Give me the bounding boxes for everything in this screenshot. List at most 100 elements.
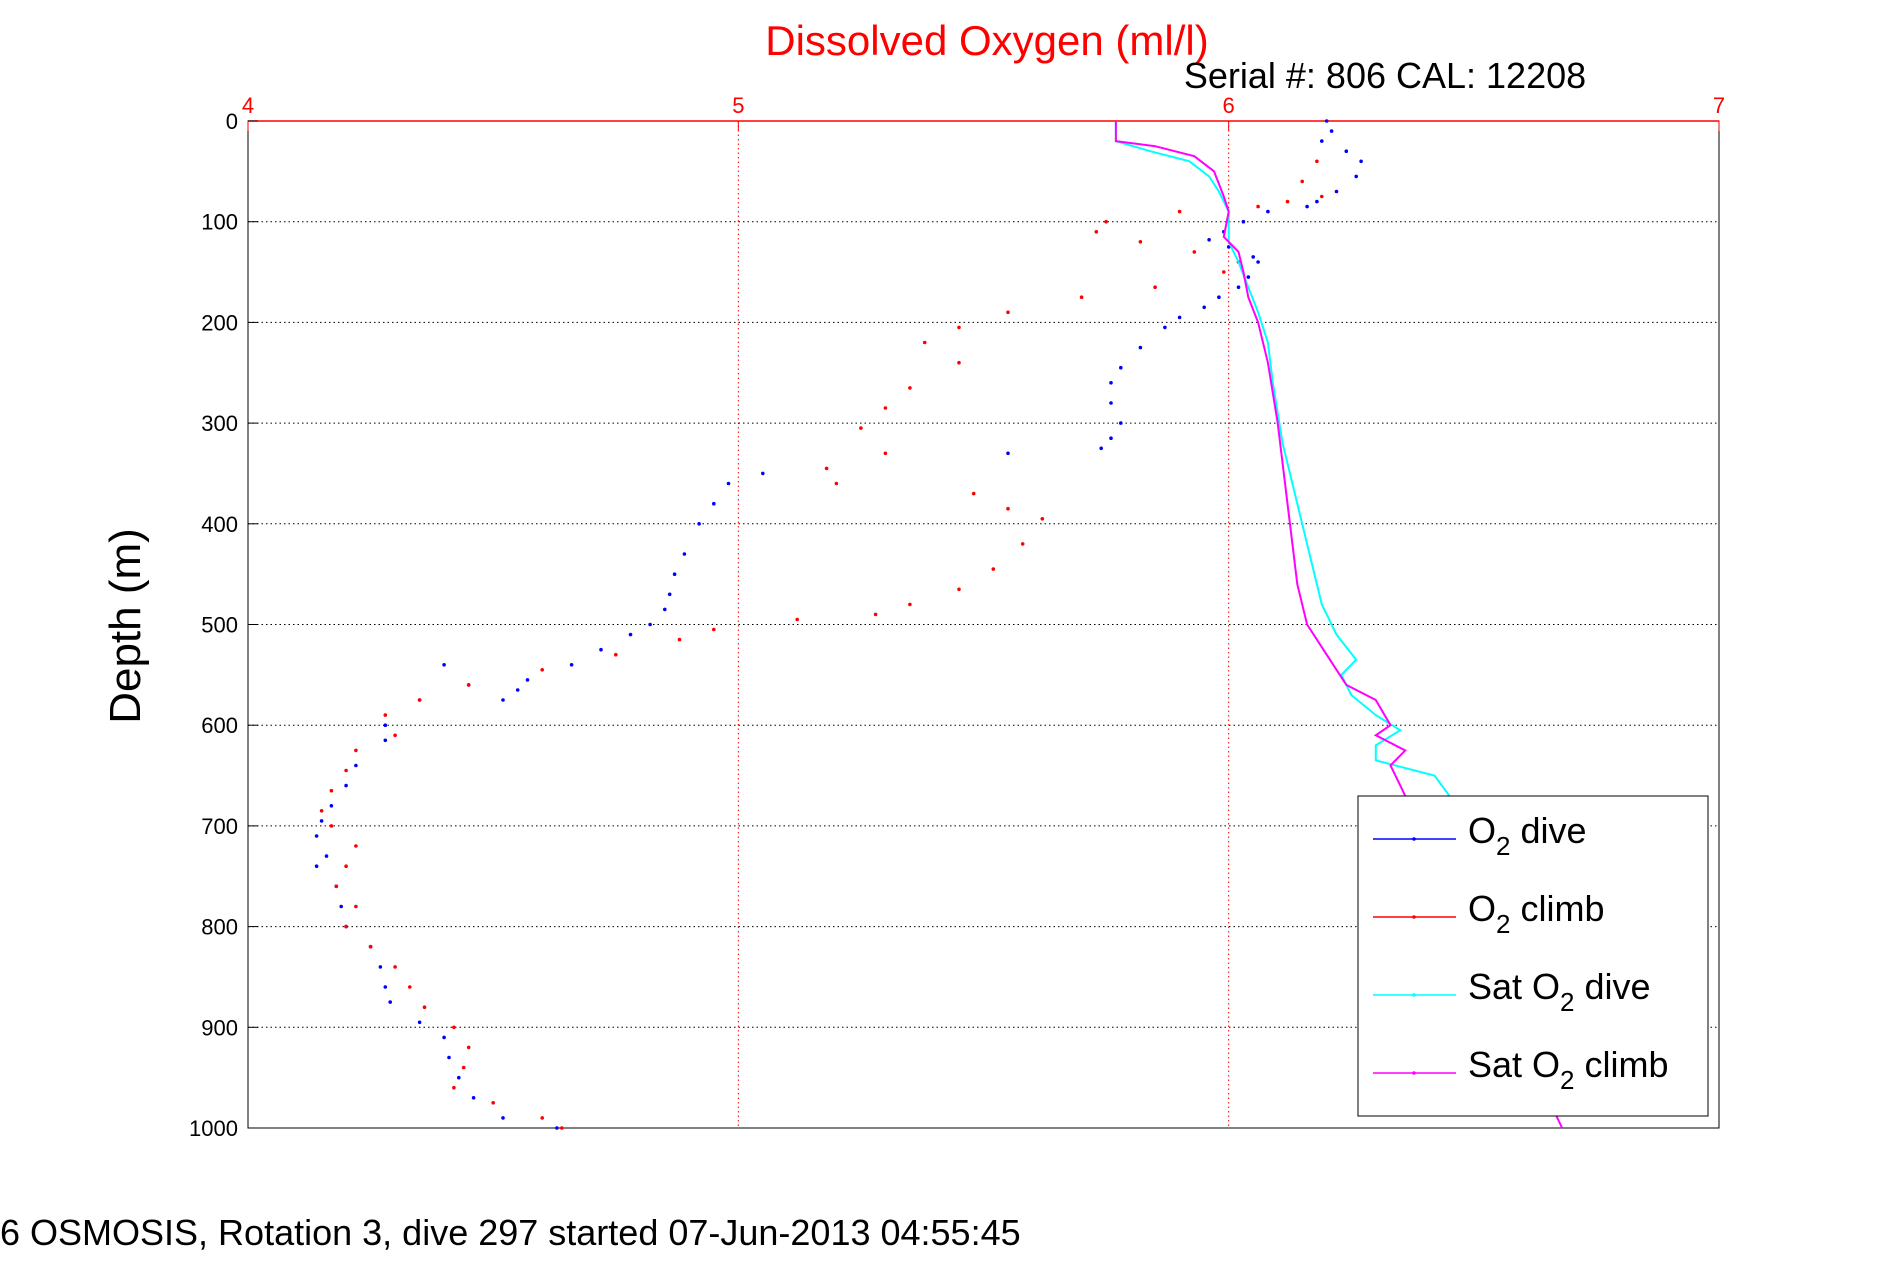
data-point-o2_dive xyxy=(457,1075,461,1080)
y-tick-label: 700 xyxy=(201,814,238,839)
y-tick-label: 400 xyxy=(201,512,238,537)
y-tick-label: 600 xyxy=(201,713,238,738)
data-point-o2_dive xyxy=(501,1116,505,1120)
data-point-o2_climb xyxy=(334,884,339,889)
data-point-o2_dive xyxy=(1119,421,1123,425)
data-point-o2_climb xyxy=(971,491,976,496)
data-point-o2_climb xyxy=(452,1085,456,1090)
data-point-o2_climb xyxy=(344,924,348,929)
data-point-o2_dive xyxy=(697,522,701,526)
x-tick-label: 4 xyxy=(242,93,254,118)
data-point-o2_climb xyxy=(859,426,863,430)
data-point-o2_climb xyxy=(712,627,716,632)
data-point-o2_climb xyxy=(834,481,839,486)
data-point-o2_climb xyxy=(354,748,358,753)
data-point-o2_climb xyxy=(393,733,397,738)
data-point-o2_dive xyxy=(1006,451,1010,456)
data-point-o2_dive xyxy=(329,804,334,808)
y-tick-label: 200 xyxy=(201,310,238,335)
data-point-o2_climb xyxy=(1006,506,1010,511)
data-point-o2_dive xyxy=(1236,285,1241,290)
data-point-o2_dive xyxy=(319,819,324,823)
data-point-o2_climb xyxy=(1192,250,1197,254)
series-o2_climb xyxy=(319,159,1324,1130)
data-point-o2_dive xyxy=(1119,365,1123,370)
data-point-o2_climb xyxy=(540,1116,544,1120)
data-point-o2_climb xyxy=(1094,230,1099,234)
data-point-o2_dive xyxy=(569,663,574,667)
y-tick-label: 1000 xyxy=(189,1116,238,1141)
data-point-o2_dive xyxy=(1246,275,1251,279)
data-point-o2_climb xyxy=(1315,159,1319,164)
data-point-o2_dive xyxy=(1329,129,1334,133)
data-point-o2_dive xyxy=(383,738,388,743)
data-point-o2_dive xyxy=(383,723,388,727)
plot-area: 4 5 6 7 0 100 200 300 400 500 600 700 800 900 1000 xyxy=(189,93,1725,1141)
data-point-o2_dive xyxy=(1226,245,1231,249)
data-point-o2_dive xyxy=(501,698,505,702)
x-tick-label: 6 xyxy=(1223,93,1235,118)
data-point-o2_dive xyxy=(1241,219,1246,224)
data-point-o2_climb xyxy=(354,844,358,848)
data-point-o2_climb xyxy=(393,965,397,969)
data-point-o2_dive xyxy=(599,647,603,652)
data-point-o2_climb xyxy=(466,1045,471,1050)
data-point-o2_climb xyxy=(957,325,961,330)
data-point-o2_dive xyxy=(378,965,383,969)
series-sat_dive xyxy=(1114,121,1451,797)
y-tick-label: 500 xyxy=(201,613,238,638)
data-point-o2_climb xyxy=(344,768,348,773)
data-point-o2_climb xyxy=(991,567,996,571)
data-point-o2_dive xyxy=(447,1055,451,1060)
y-tick-label: 800 xyxy=(201,915,238,940)
series-line-sat_climb xyxy=(1114,121,1564,1129)
data-point-o2_climb xyxy=(1320,194,1324,199)
data-point-o2_dive xyxy=(344,783,348,788)
data-point-o2_dive xyxy=(1109,401,1113,405)
data-point-o2_dive xyxy=(1207,238,1211,242)
data-point-o2_dive xyxy=(1163,325,1167,330)
series-sat_climb xyxy=(1114,121,1564,1129)
data-point-o2_climb xyxy=(408,985,412,989)
data-point-o2_dive xyxy=(628,632,633,637)
data-point-o2_climb xyxy=(883,451,888,456)
data-point-o2_dive xyxy=(1354,174,1358,179)
chart-subtitle: Serial #: 806 CAL: 12208 xyxy=(1184,55,1586,96)
y-tick-label: 900 xyxy=(201,1015,238,1040)
data-point-o2_climb xyxy=(422,1005,427,1009)
data-point-o2_dive xyxy=(555,1126,559,1130)
legend-marker-sat_dive xyxy=(1412,993,1416,997)
data-point-o2_dive xyxy=(1344,149,1349,153)
data-point-o2_climb xyxy=(452,1025,456,1030)
data-point-o2_climb xyxy=(354,904,358,909)
data-point-o2_climb xyxy=(461,1065,466,1070)
data-point-o2_climb xyxy=(466,683,471,687)
data-point-o2_climb xyxy=(368,944,373,949)
data-point-o2_climb xyxy=(908,602,912,607)
data-point-o2_dive xyxy=(442,663,446,667)
data-point-o2_climb xyxy=(540,668,544,672)
data-point-o2_dive xyxy=(471,1096,476,1100)
data-point-o2_climb xyxy=(1256,204,1260,209)
series-line-sat_dive xyxy=(1114,121,1451,797)
data-point-o2_dive xyxy=(388,1000,393,1004)
x-tick-label: 5 xyxy=(732,93,744,118)
data-point-o2_dive xyxy=(1217,295,1221,300)
data-point-o2_climb xyxy=(1020,542,1025,546)
footer-text: 6 OSMOSIS, Rotation 3, dive 297 started … xyxy=(0,1212,1021,1253)
legend: O2 dive O2 climb Sat O2 dive Sat O2 climb xyxy=(1357,795,1709,1117)
data-point-o2_climb xyxy=(560,1126,564,1130)
data-point-o2_climb xyxy=(1079,295,1084,300)
data-point-o2_climb xyxy=(614,652,618,657)
x-tick-label: 7 xyxy=(1713,93,1725,118)
data-point-o2_climb xyxy=(824,466,829,471)
data-point-o2_climb xyxy=(957,360,961,365)
data-point-o2_dive xyxy=(339,904,344,909)
data-point-o2_dive xyxy=(1256,260,1260,264)
data-point-o2_dive xyxy=(682,552,687,556)
data-point-o2_climb xyxy=(329,824,334,828)
data-point-o2_climb xyxy=(1006,310,1010,315)
data-point-o2_climb xyxy=(1138,240,1143,244)
y-tick-label: 0 xyxy=(226,109,238,134)
